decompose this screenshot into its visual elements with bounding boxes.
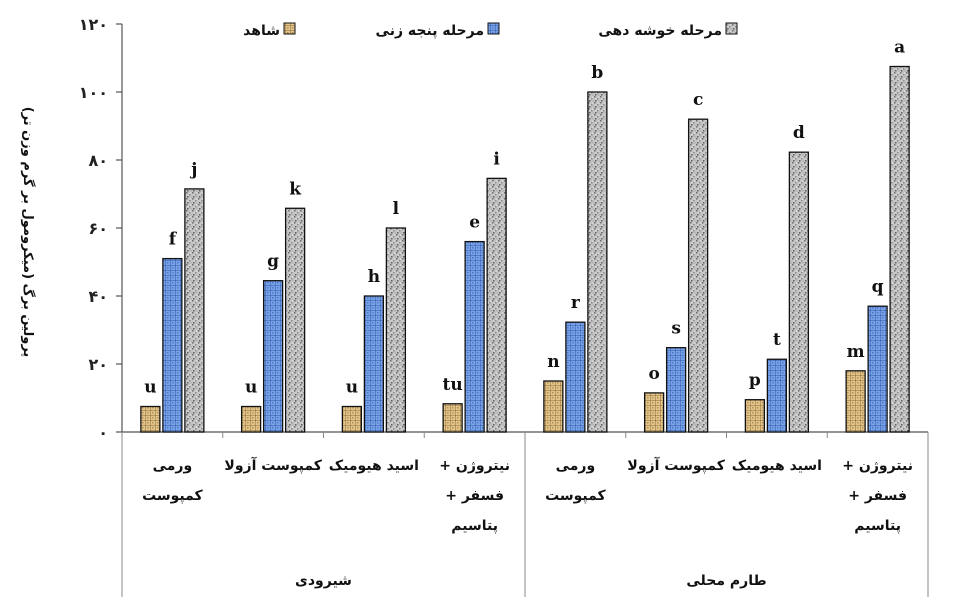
data-label: a xyxy=(894,38,905,58)
bar xyxy=(284,207,306,433)
group-label: طارم محلی xyxy=(686,573,766,589)
bar xyxy=(162,257,183,433)
legend-label: مرحله خوشه دهی xyxy=(598,23,722,39)
bar xyxy=(486,177,507,433)
data-label: k xyxy=(289,179,302,199)
bar xyxy=(363,295,385,433)
y-tick-label: ۸۰ xyxy=(88,151,108,170)
data-labels: u u u tu n o p m f g h e r s t q j k l i b c d a xyxy=(144,38,905,398)
bar xyxy=(442,403,463,433)
category-label: پتاسیم xyxy=(854,518,901,534)
category-label: اسید هیومیک xyxy=(732,458,822,474)
bar xyxy=(587,91,608,433)
bar xyxy=(845,370,866,433)
bar xyxy=(744,399,766,433)
data-label: u xyxy=(346,378,358,398)
data-label: i xyxy=(493,149,500,169)
data-label: m xyxy=(847,342,865,362)
category-label: کمپوست xyxy=(142,488,203,504)
bar xyxy=(262,280,284,433)
legend-swatch xyxy=(487,22,500,35)
y-tick-label: ۱۰۰ xyxy=(79,83,108,102)
data-label: t xyxy=(773,330,781,350)
y-tick-label: ۶۰ xyxy=(88,219,108,238)
category-label: ورمی xyxy=(153,458,193,474)
bar xyxy=(240,405,262,433)
bar xyxy=(766,358,788,433)
bars xyxy=(140,65,910,433)
legend: مرحله خوشه دهی مرحله پنجه زنی شاهد xyxy=(243,22,738,39)
category-label: فسفر + xyxy=(848,488,907,504)
legend-swatch xyxy=(283,22,296,35)
legend-label: مرحله پنجه زنی xyxy=(376,23,484,39)
data-label: g xyxy=(267,252,279,272)
axes: ۰ ۲۰ ۴۰ ۶۰ ۸۰ ۱۰۰ ۱۲۰ ورمی کمپوست کمپوست آزولا اسی… xyxy=(79,15,929,597)
category-label: اسید هیومیک xyxy=(329,458,419,474)
y-tick-label: ۰ xyxy=(98,423,108,442)
bar xyxy=(665,347,687,433)
data-label: f xyxy=(169,230,178,250)
bar xyxy=(385,227,407,433)
y-axis-label: پرولین برگ (میکرومول بر گرم وزن تر) xyxy=(20,107,37,358)
group-label: شیرودی xyxy=(295,573,352,589)
bar xyxy=(543,380,564,433)
bar xyxy=(687,118,709,433)
data-label: tu xyxy=(443,375,463,395)
bar xyxy=(643,392,665,433)
data-label: n xyxy=(547,352,559,372)
category-label: کمپوست xyxy=(545,488,606,504)
bar xyxy=(184,188,205,433)
category-label: نیتروژن + xyxy=(439,458,510,474)
data-label: d xyxy=(793,123,805,143)
data-label: e xyxy=(469,213,480,233)
data-label: h xyxy=(368,267,380,287)
category-label: فسفر + xyxy=(445,488,504,504)
bar xyxy=(889,65,910,433)
bar xyxy=(867,305,888,433)
bar xyxy=(341,405,363,433)
y-tick-label: ۴۰ xyxy=(88,287,108,306)
category-label: کمپوست آزولا xyxy=(224,456,322,474)
category-label: نیتروژن + xyxy=(842,458,913,474)
y-tick-label: ۱۲۰ xyxy=(79,15,108,34)
bar xyxy=(464,240,485,433)
legend-label: شاهد xyxy=(243,23,280,39)
data-label: j xyxy=(189,160,197,180)
data-label: p xyxy=(749,371,761,391)
category-label: ورمی xyxy=(556,458,596,474)
data-label: s xyxy=(671,319,681,339)
data-label: b xyxy=(591,63,603,83)
bar xyxy=(140,405,161,433)
category-label: پتاسیم xyxy=(451,518,498,534)
data-label: u xyxy=(245,378,257,398)
data-label: l xyxy=(393,199,400,219)
data-label: u xyxy=(144,378,156,398)
legend-swatch xyxy=(725,22,738,35)
data-label: q xyxy=(872,277,884,297)
data-label: o xyxy=(648,364,659,384)
data-label: r xyxy=(571,293,581,313)
bar xyxy=(565,321,586,433)
bar xyxy=(788,151,810,433)
y-tick-label: ۲۰ xyxy=(88,355,108,374)
data-label: c xyxy=(693,90,703,110)
category-label: کمپوست آزولا xyxy=(627,456,725,474)
